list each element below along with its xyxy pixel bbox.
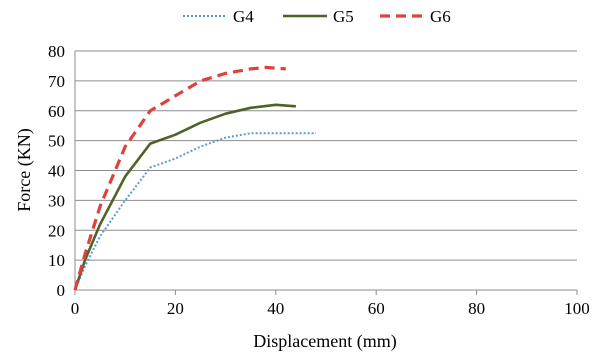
y-tick-label: 80 [48,42,65,61]
y-axis-title: Force (KN) [14,128,35,211]
x-axis-title: Displacement (mm) [253,331,396,352]
series-line-g5 [73,103,296,291]
legend-label-g5: G5 [333,7,354,26]
gridlines [75,50,577,261]
x-tick-label: 40 [267,299,284,318]
x-tick-label: 80 [468,299,485,318]
series-line-g6 [73,65,286,291]
series-lines [73,65,316,291]
y-tick-label: 40 [48,162,65,181]
legend-label-g4: G4 [233,7,254,26]
x-tick-label: 100 [564,299,590,318]
x-tick-label: 0 [71,299,80,318]
x-tick-label: 60 [368,299,385,318]
legend-label-g6: G6 [430,7,451,26]
y-tick-label: 50 [48,132,65,151]
y-tick-label: 10 [48,251,65,270]
y-tick-label: 30 [48,191,65,210]
axes: 0 10 20 30 40 50 60 70 80 0 20 40 60 80 100 [48,42,590,318]
y-tick-label: 70 [48,72,65,91]
y-tick-label: 20 [48,221,65,240]
x-tick-label: 20 [167,299,184,318]
y-tick-label: 60 [48,102,65,121]
series-line-g4 [74,132,316,291]
legend: G4 G5 G6 [183,7,451,26]
y-tick-label: 0 [57,281,66,300]
